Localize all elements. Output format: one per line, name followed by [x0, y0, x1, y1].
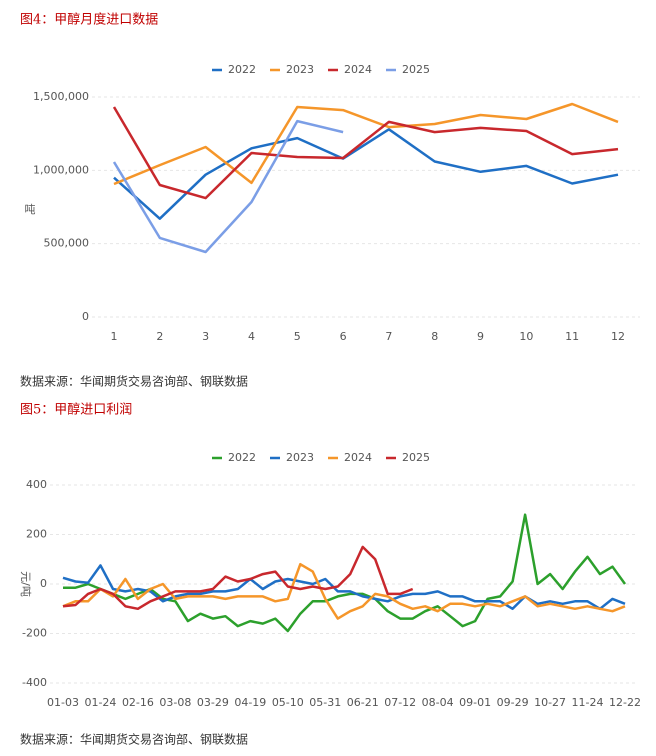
x-tick-label: 5: [294, 330, 301, 343]
y-tick-label: -400: [22, 676, 47, 689]
x-tick-label: 9: [477, 330, 484, 343]
x-tick-label: 10: [519, 330, 533, 343]
x-tick-label: 12-22: [609, 696, 641, 709]
y-tick-label: 1,000,000: [33, 163, 89, 176]
x-tick-label: 01-03: [47, 696, 79, 709]
x-tick-label: 03-08: [159, 696, 191, 709]
y-tick-label: 200: [26, 528, 47, 541]
y-tick-label: 1,500,000: [33, 90, 89, 103]
x-tick-label: 09-29: [497, 696, 529, 709]
y-tick-label: 500,000: [44, 237, 90, 250]
x-tick-label: 11-24: [572, 696, 604, 709]
series-line: [62, 562, 626, 620]
source-note: 数据来源：华闻期货交易咨询部、钢联数据: [20, 374, 248, 389]
legend-label: 2022: [228, 63, 256, 76]
source-note: 数据来源：华闻期货交易咨询部、钢联数据: [20, 732, 248, 747]
y-axis-label: 吨: [25, 203, 36, 216]
x-tick-label: 01-24: [84, 696, 116, 709]
y-tick-label: 0: [40, 577, 47, 590]
x-tick-label: 10-27: [534, 696, 566, 709]
x-tick-label: 4: [248, 330, 255, 343]
y-tick-label: 0: [82, 310, 89, 323]
x-tick-label: 3: [202, 330, 209, 343]
x-tick-label: 6: [340, 330, 347, 343]
legend-label: 2025: [402, 451, 430, 464]
series-line: [63, 513, 627, 633]
x-tick-label: 07-12: [384, 696, 416, 709]
legend-label: 2024: [344, 451, 372, 464]
x-tick-label: 8: [431, 330, 438, 343]
figure-caption: 图5：甲醇进口利润: [20, 402, 132, 418]
x-tick-label: 11: [565, 330, 579, 343]
y-tick-label: 400: [26, 478, 47, 491]
legend-label: 2023: [286, 63, 314, 76]
legend-label: 2022: [228, 451, 256, 464]
series-line: [113, 128, 619, 220]
y-axis-label: 元/吨: [19, 571, 32, 597]
legend-label: 2024: [344, 63, 372, 76]
x-tick-label: 05-10: [272, 696, 304, 709]
legend-label: 2023: [286, 451, 314, 464]
x-tick-label: 06-21: [347, 696, 379, 709]
series-line: [62, 545, 414, 611]
x-tick-label: 05-31: [309, 696, 341, 709]
y-tick-label: -200: [22, 627, 47, 640]
x-tick-label: 03-29: [197, 696, 229, 709]
series-line: [112, 106, 619, 200]
x-tick-label: 1: [111, 330, 118, 343]
x-tick-label: 09-01: [459, 696, 491, 709]
x-tick-label: 2: [156, 330, 163, 343]
x-tick-label: 7: [385, 330, 392, 343]
series-line: [112, 119, 344, 254]
legend-label: 2025: [402, 63, 430, 76]
x-tick-label: 04-19: [234, 696, 266, 709]
x-tick-label: 08-04: [422, 696, 454, 709]
x-tick-label: 12: [611, 330, 625, 343]
series-line: [113, 102, 619, 186]
figure-caption: 图4：甲醇月度进口数据: [20, 12, 158, 28]
x-tick-label: 02-16: [122, 696, 154, 709]
